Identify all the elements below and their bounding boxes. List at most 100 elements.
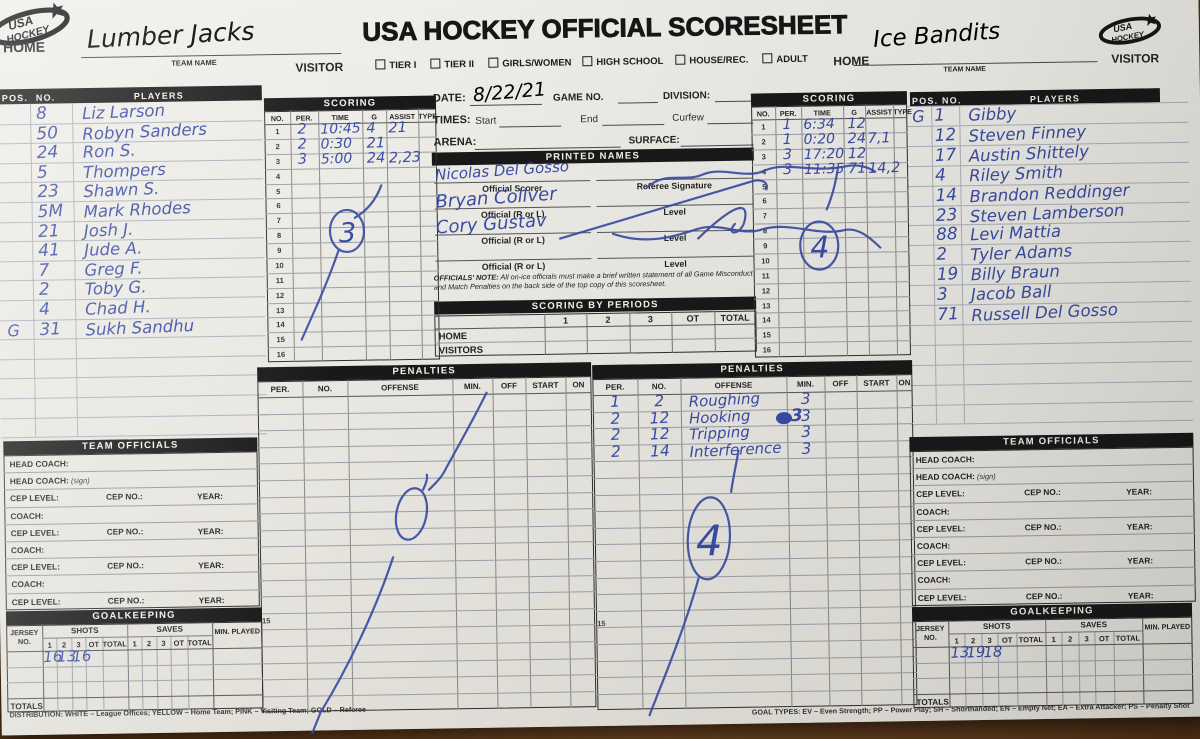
roster-number: 24 (36, 142, 59, 164)
scoring-row-number: 14 (762, 315, 771, 325)
period-col-header: TOTAL (1018, 635, 1044, 645)
checkbox-label: TIER I (389, 59, 417, 72)
visitor-label-left: VISITOR (295, 59, 344, 75)
roster-number: 2 (935, 244, 948, 266)
usa-hockey-logo-icon: USA HOCKEY (0, 2, 70, 46)
grid-line (910, 400, 1193, 406)
year-label: YEAR: (1127, 555, 1154, 566)
roster-player-name: Josh J. (83, 219, 134, 241)
cep-level-label: CEP LEVEL: (11, 596, 61, 607)
scoring-row-number: 10 (761, 256, 770, 266)
roster-player-name: Ron S. (82, 140, 137, 162)
scoring-goal: 71 (847, 160, 867, 177)
roster-player-name: Toby G. (84, 277, 147, 300)
totals-label: TOTALS (916, 696, 949, 707)
official-right-label: Referee Signature (636, 180, 713, 192)
date-value-handwritten: 8/22/21 (472, 78, 547, 107)
period-col-header: 3 (1084, 634, 1089, 644)
scoring-period: 3 (782, 146, 793, 163)
roster-number: 17 (934, 144, 957, 166)
coach-label: COACH: (916, 540, 951, 552)
scoring-row-number: 8 (762, 226, 768, 236)
cep-no-label: CEP NO.: (1024, 487, 1061, 498)
sbp-home-label: HOME (438, 331, 468, 343)
scoring-row-number: 12 (275, 290, 285, 300)
official-right-label: Level (663, 206, 687, 217)
svg-text:USA: USA (7, 13, 35, 33)
division-line (714, 100, 753, 103)
scoring-row-number: 6 (762, 196, 767, 206)
coach-label: COACH: (11, 579, 45, 590)
roster-player-name: Jude A. (83, 238, 143, 261)
cep-level-label: CEP LEVEL: (10, 492, 59, 504)
cep-no-label: CEP NO.: (107, 560, 145, 571)
usa-hockey-logo-icon: USA HOCKEY (1098, 13, 1161, 45)
checkbox-girls-women: GIRLS/WOMEN (488, 56, 572, 70)
date-label: DATE: (432, 92, 466, 105)
scoring-goal: 24 (366, 149, 386, 167)
coach-label: COACH: (10, 510, 44, 521)
period-col-header: OT (686, 313, 700, 324)
checkbox-icon (675, 54, 686, 65)
roster-player-name: Austin Shittely (968, 141, 1090, 166)
scoring-row-number: 15 (276, 335, 285, 345)
period-col-header: TOTAL (102, 639, 127, 649)
saves-label: SAVES (156, 624, 184, 634)
cep-level-label: CEP LEVEL: (917, 591, 967, 603)
roster-number: 41 (37, 240, 61, 262)
cep-no-label: CEP NO.: (106, 491, 143, 503)
roster-player-name: Liz Larson (81, 100, 166, 124)
grid-line (910, 380, 1193, 386)
scoring-assist: 7,1 (867, 130, 891, 147)
checkbox-label: HIGH SCHOOL (596, 55, 664, 69)
scoring-assist: 2,23 (388, 149, 422, 167)
scoring-row-number: 2 (275, 141, 280, 151)
home-label-left: HOME (2, 38, 46, 56)
game-no-line (617, 102, 659, 104)
year-label: YEAR: (198, 594, 225, 605)
start-label: Start (475, 115, 497, 127)
officials-note-title: OFFICIALS' NOTE: (433, 272, 499, 283)
roster-number: 31 (38, 318, 62, 340)
scoring-row-number: 11 (761, 271, 770, 281)
visitor-team-name-handwritten: Ice Bandits (872, 18, 1002, 53)
coach-label: HEAD COACH: (9, 458, 69, 470)
roster-number: 23 (935, 204, 958, 226)
scoring-period: 3 (297, 151, 308, 168)
team-name-label-left: TEAM NAME (171, 57, 217, 68)
roster-pos: G (7, 320, 21, 341)
scoring-row-number: 14 (276, 320, 285, 330)
roster-number: 1 (933, 105, 946, 126)
roster-player-name: Mark Rhodes (83, 198, 192, 222)
checkbox-icon (375, 59, 386, 70)
period-col-header: 2 (146, 639, 152, 649)
roster-number: 8 (35, 103, 48, 125)
scoring-row-number: 9 (277, 245, 282, 256)
period-col-header: OT (1098, 634, 1110, 644)
home-team-name-handwritten: Lumber Jacks (86, 16, 256, 54)
year-label: YEAR: (198, 560, 225, 571)
checkbox-adult: ADULT (762, 53, 808, 66)
scoring-assist: 14,2 (867, 159, 901, 177)
year-label: YEAR: (1127, 589, 1154, 601)
year-label: YEAR: (1126, 521, 1153, 532)
saves-label: SAVES (1080, 620, 1108, 630)
roster-player-name: Sukh Sandhu (85, 315, 195, 340)
shots-label: SHOTS (982, 621, 1011, 632)
roster-number: 19 (936, 264, 959, 286)
penalty-minutes: 3 (801, 439, 812, 458)
sbp-visitors-label: VISITORS (438, 344, 484, 357)
form-tables: POS. NO. PLAYERS 8 Liz Larson 50 Robyn Sanders… (0, 0, 1196, 713)
checkbox-label: GIRLS/WOMEN (502, 57, 572, 70)
scoring-time: 11:35 (803, 160, 845, 178)
goalkeeping-shots-value: 16 (71, 646, 92, 666)
min-played-label: MIN. PLAYED (1144, 621, 1191, 632)
game-no-label: GAME NO. (552, 91, 604, 104)
roster-number: 4 (38, 299, 51, 320)
scoring-row-number: 8 (276, 231, 282, 241)
roster-player-name: Jacob Ball (970, 281, 1052, 305)
page-title: USA HOCKEY OFFICIAL SCORESHEET (362, 9, 848, 48)
scoring-period: 2 (297, 136, 308, 153)
scoring-goal: 12 (847, 145, 867, 162)
